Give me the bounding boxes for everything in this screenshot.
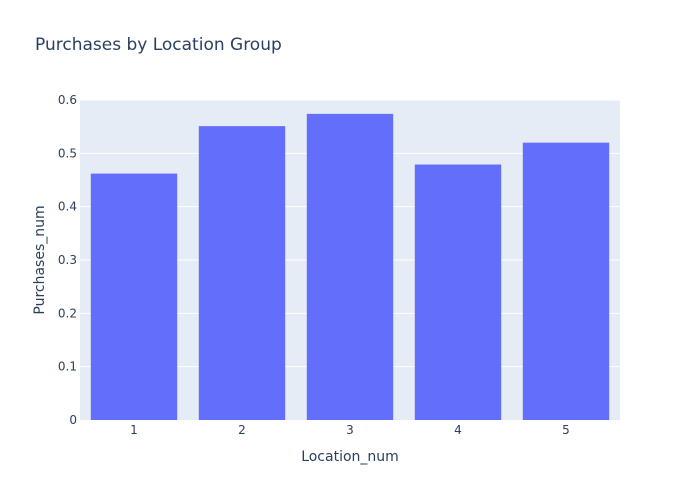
y-axis-ticks: 0 0.1 0.2 0.3 0.4 0.5 0.6 (58, 93, 77, 427)
x-tick-label: 2 (238, 423, 246, 437)
bar-2[interactable] (198, 126, 286, 420)
y-tick-label: 0.4 (58, 200, 77, 214)
x-tick-label: 4 (454, 423, 462, 437)
bar-3[interactable] (306, 113, 394, 420)
y-tick-label: 0.6 (58, 93, 77, 107)
y-tick-label: 0.3 (58, 253, 77, 267)
x-axis-title: Location_num (301, 449, 399, 465)
y-tick-label: 0.2 (58, 306, 77, 320)
plot-area (80, 99, 620, 420)
y-tick-label: 0.5 (58, 146, 77, 160)
y-tick-label: 0.1 (58, 360, 77, 374)
y-axis-title: Purchases_num (32, 205, 48, 314)
bars (90, 113, 610, 420)
x-axis-ticks: 1 2 3 4 5 (130, 423, 570, 437)
bar-4[interactable] (414, 164, 502, 420)
x-tick-label: 3 (346, 423, 354, 437)
bar-1[interactable] (90, 173, 178, 420)
y-tick-label: 0 (69, 413, 77, 427)
x-tick-label: 1 (130, 423, 138, 437)
bar-5[interactable] (522, 142, 610, 420)
chart-title: Purchases by Location Group (35, 35, 282, 55)
x-tick-label: 5 (562, 423, 570, 437)
